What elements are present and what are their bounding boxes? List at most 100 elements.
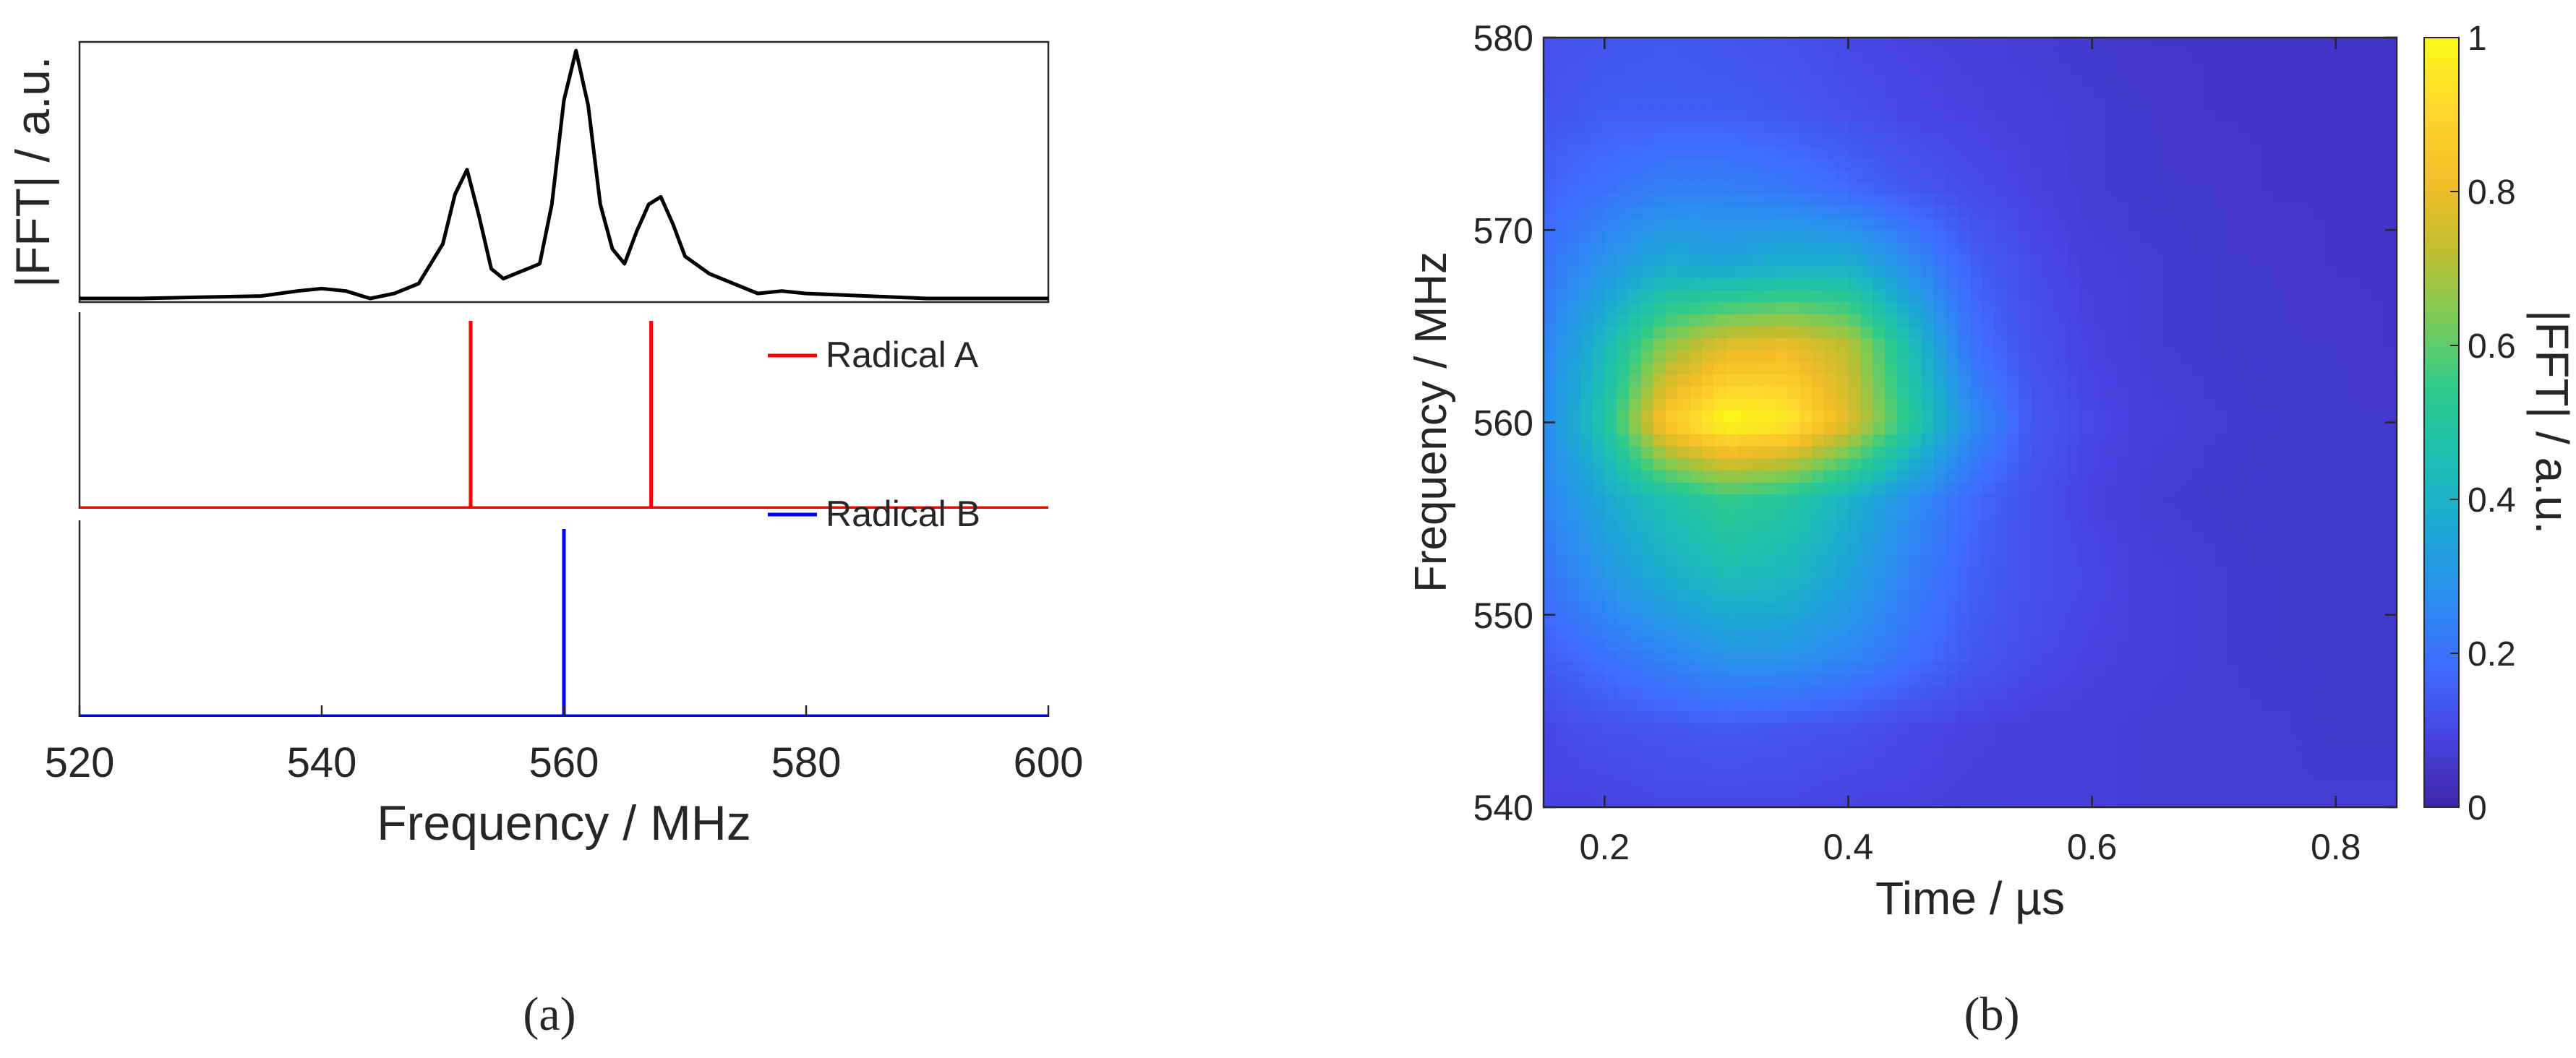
heatmap-cell [1775,109,1789,123]
heatmap-cell [2214,230,2227,243]
heatmap-cell [2287,699,2301,712]
heatmap-cell [1970,362,1983,375]
heatmap-cell [1909,109,1922,123]
heatmap-cell [2019,266,2032,279]
heatmap-cell [1970,723,1983,736]
y-tick-label: 580 [1473,18,1533,59]
heatmap-cell [1677,614,1691,628]
heatmap-cell [2214,530,2227,543]
heatmap-cell [1823,554,1837,568]
heatmap-cell [1629,434,1642,447]
heatmap-cell [2238,109,2251,123]
heatmap-cell [2299,542,2312,556]
heatmap-cell [1909,542,1922,556]
heatmap-cell [1787,470,1800,483]
heatmap-cell [1763,458,1776,471]
heatmap-cell [2214,675,2227,688]
heatmap-cell [1653,145,1666,159]
heatmap-cell [1726,530,1740,543]
heatmap-cell [1885,290,1898,304]
heatmap-cell [2141,771,2154,784]
heatmap-cell [2043,158,2056,171]
colorbar-tick-label: 0.2 [2468,635,2516,674]
heatmap-cell [1738,350,1752,364]
heatmap-cell [1653,675,1666,688]
heatmap-cell [2128,254,2141,267]
heatmap-cell [2250,567,2264,580]
heatmap-cell [2104,73,2118,87]
heatmap-cell [2031,699,2045,712]
heatmap-cell [1775,254,1789,267]
heatmap-cell [2079,735,2093,748]
heatmap-cell [2079,614,2093,628]
heatmap-cell [1836,759,1849,772]
heatmap-cell [1763,121,1776,135]
heatmap-cell [2323,759,2337,772]
heatmap-cell [2201,230,2215,243]
heatmap-cell [2360,542,2374,556]
heatmap-cell [2275,675,2288,688]
heatmap-cell [2031,302,2045,315]
heatmap-cell [1823,374,1837,387]
heatmap-cell [1617,699,1630,712]
heatmap-cell [1836,181,1849,195]
heatmap-cell [1982,170,1995,183]
heatmap-cell [2201,302,2215,315]
heatmap-cell [1921,650,1935,664]
heatmap-cell [2043,49,2056,63]
heatmap-cell [1885,98,1898,111]
heatmap-cell [1896,230,1910,243]
heatmap-cell [1629,482,1642,496]
heatmap-cell [1750,771,1764,784]
heatmap-cell [2165,73,2178,87]
heatmap-cell [1775,567,1789,580]
heatmap-cell [2372,61,2386,74]
heatmap-cell [2165,362,2178,375]
heatmap-cell [1775,314,1789,327]
heatmap-cell [2128,181,2141,195]
heatmap-cell [1958,687,1971,700]
heatmap-cell [2262,158,2276,171]
heatmap-cell [2299,374,2312,387]
heatmap-cell [2250,627,2264,640]
heatmap-cell [2104,230,2118,243]
heatmap-cell [1811,302,1825,315]
heatmap-cell [1653,434,1666,447]
heatmap-cell [1800,206,1813,219]
heatmap-cell [1726,350,1740,364]
heatmap-cell [1836,699,1849,712]
heatmap-cell [2128,206,2141,219]
heatmap-cell [2152,542,2166,556]
heatmap-cell [1873,398,1886,411]
heatmap-cell [1994,241,2008,255]
heatmap-cell [2262,374,2276,387]
heatmap-cell [1811,386,1825,400]
heatmap-cell [2067,254,2081,267]
heatmap-cell [1823,795,1837,807]
heatmap-cell [2335,507,2349,520]
heatmap-cell [2214,145,2227,159]
heatmap-cell [2079,590,2093,604]
heatmap-cell [1665,542,1679,556]
heatmap-cell [1567,38,1581,51]
heatmap-cell [1775,290,1789,304]
heatmap-cell [2189,494,2203,507]
heatmap-cell [2275,422,2288,436]
heatmap-cell [1896,386,1910,400]
heatmap-cell [2214,759,2227,772]
heatmap-cell [2299,410,2312,423]
heatmap-cell [2152,386,2166,400]
heatmap-cell [1775,578,1789,592]
heatmap-cell [1823,603,1837,616]
heatmap-cell [1567,121,1581,135]
heatmap-cell [2238,338,2251,351]
heatmap-cell [2323,710,2337,724]
heatmap-cell [2335,554,2349,568]
heatmap-cell [2372,603,2386,616]
heatmap-cell [1958,771,1971,784]
heatmap-cell [1604,158,1618,171]
heatmap-cell [2238,627,2251,640]
heatmap-cell [2384,145,2397,159]
heatmap-cell [2006,699,2020,712]
heatmap-cell [2019,362,2032,375]
